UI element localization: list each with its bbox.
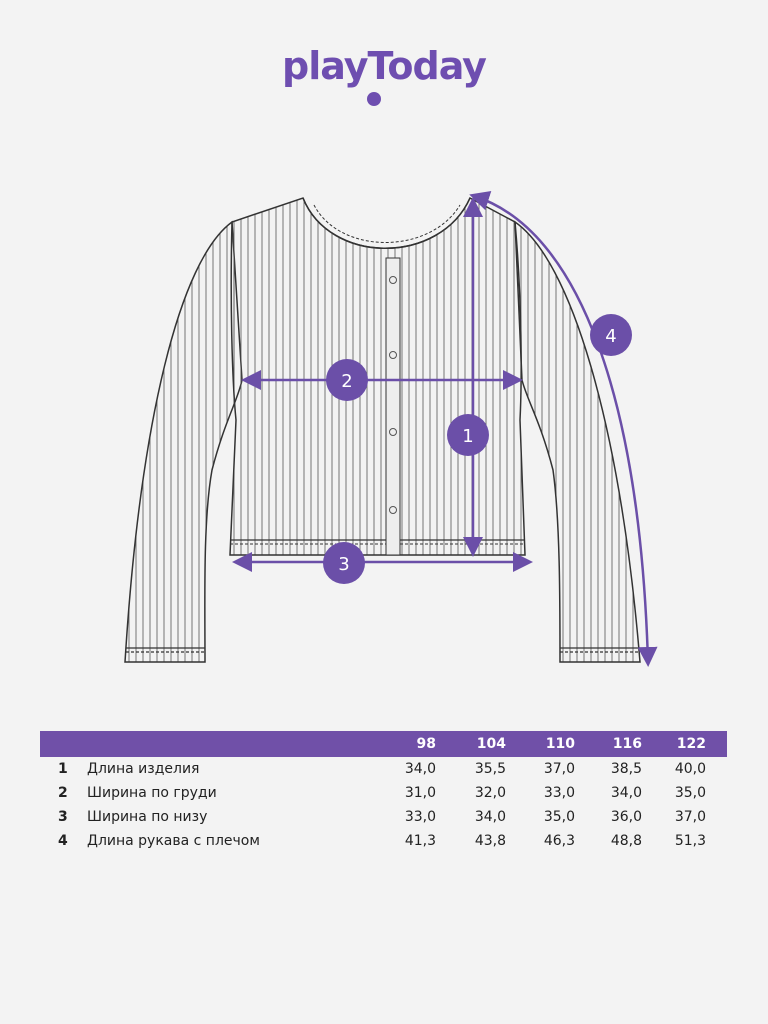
row-value: 37,0 (543, 761, 575, 777)
size-table: 98 104 110 116 122 1 Длина изделия 34,0 35,… (40, 731, 727, 853)
row-value: 51,3 (674, 833, 706, 849)
size-110: 110 (545, 736, 575, 752)
row-value: 38,5 (610, 761, 642, 777)
table-row: 1 Длина изделия 34,0 35,5 37,0 38,5 40,0 (40, 757, 727, 781)
row-value: 43,8 (474, 833, 506, 849)
left-sleeve (124, 220, 243, 663)
brand-logo: playToday (282, 44, 487, 88)
row-value: 34,0 (610, 785, 642, 801)
row-value: 48,8 (610, 833, 642, 849)
right-sleeve (514, 220, 641, 663)
row-value: 35,5 (474, 761, 506, 777)
row-number: 2 (58, 785, 68, 801)
row-value: 33,0 (404, 809, 436, 825)
row-label: Ширина по низу (87, 809, 208, 825)
row-value: 35,0 (674, 785, 706, 801)
table-row: 3 Ширина по низу 33,0 34,0 35,0 36,0 37,0 (40, 805, 727, 829)
size-116: 116 (612, 736, 642, 752)
row-value: 34,0 (474, 809, 506, 825)
row-label: Длина рукава с плечом (87, 833, 260, 849)
row-label: Ширина по груди (87, 785, 217, 801)
svg-text:2: 2 (341, 371, 352, 392)
body (229, 196, 526, 556)
row-value: 36,0 (610, 809, 642, 825)
table-row: 4 Длина рукава с плечом 41,3 43,8 46,3 48,8 51… (40, 829, 727, 853)
size-122: 122 (676, 736, 706, 752)
logo-dot (367, 92, 381, 106)
marker-4: 4 (590, 314, 632, 356)
svg-text:3: 3 (338, 554, 349, 575)
svg-text:4: 4 (605, 326, 616, 347)
row-value: 41,3 (404, 833, 436, 849)
row-value: 37,0 (674, 809, 706, 825)
table-row: 2 Ширина по груди 31,0 32,0 33,0 34,0 35,0 (40, 781, 727, 805)
marker-1: 1 (447, 414, 489, 456)
buttons (389, 276, 397, 514)
row-value: 31,0 (404, 785, 436, 801)
row-value: 40,0 (674, 761, 706, 777)
row-value: 32,0 (474, 785, 506, 801)
row-value: 34,0 (404, 761, 436, 777)
marker-3: 3 (323, 542, 365, 584)
size-header: 98 104 110 116 122 (40, 731, 727, 757)
size-98: 98 (416, 736, 436, 752)
row-value: 46,3 (543, 833, 575, 849)
size-104: 104 (476, 736, 506, 752)
row-label: Длина изделия (87, 761, 200, 777)
row-value: 33,0 (543, 785, 575, 801)
svg-text:1: 1 (462, 426, 473, 447)
row-number: 3 (58, 809, 68, 825)
row-number: 4 (58, 833, 68, 849)
row-number: 1 (58, 761, 68, 777)
marker-2: 2 (326, 359, 368, 401)
row-value: 35,0 (543, 809, 575, 825)
